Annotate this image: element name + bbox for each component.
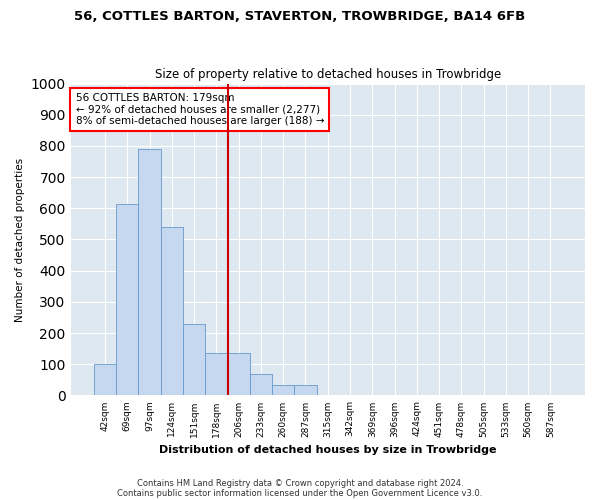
Bar: [116, 204, 139, 396]
Bar: [139, 149, 161, 396]
Text: Contains HM Land Registry data © Crown copyright and database right 2024.: Contains HM Land Registry data © Crown c…: [137, 478, 463, 488]
Text: Contains public sector information licensed under the Open Government Licence v3: Contains public sector information licen…: [118, 488, 482, 498]
Y-axis label: Number of detached properties: Number of detached properties: [15, 158, 25, 322]
X-axis label: Distribution of detached houses by size in Trowbridge: Distribution of detached houses by size …: [159, 445, 497, 455]
Bar: [161, 227, 183, 396]
Title: Size of property relative to detached houses in Trowbridge: Size of property relative to detached ho…: [155, 68, 501, 81]
Bar: [183, 324, 205, 396]
Bar: [250, 374, 272, 396]
Bar: [227, 354, 250, 396]
Bar: [272, 384, 295, 396]
Text: 56 COTTLES BARTON: 179sqm
← 92% of detached houses are smaller (2,277)
8% of sem: 56 COTTLES BARTON: 179sqm ← 92% of detac…: [76, 93, 324, 126]
Text: 56, COTTLES BARTON, STAVERTON, TROWBRIDGE, BA14 6FB: 56, COTTLES BARTON, STAVERTON, TROWBRIDG…: [74, 10, 526, 23]
Bar: [94, 364, 116, 396]
Bar: [295, 384, 317, 396]
Bar: [205, 354, 227, 396]
